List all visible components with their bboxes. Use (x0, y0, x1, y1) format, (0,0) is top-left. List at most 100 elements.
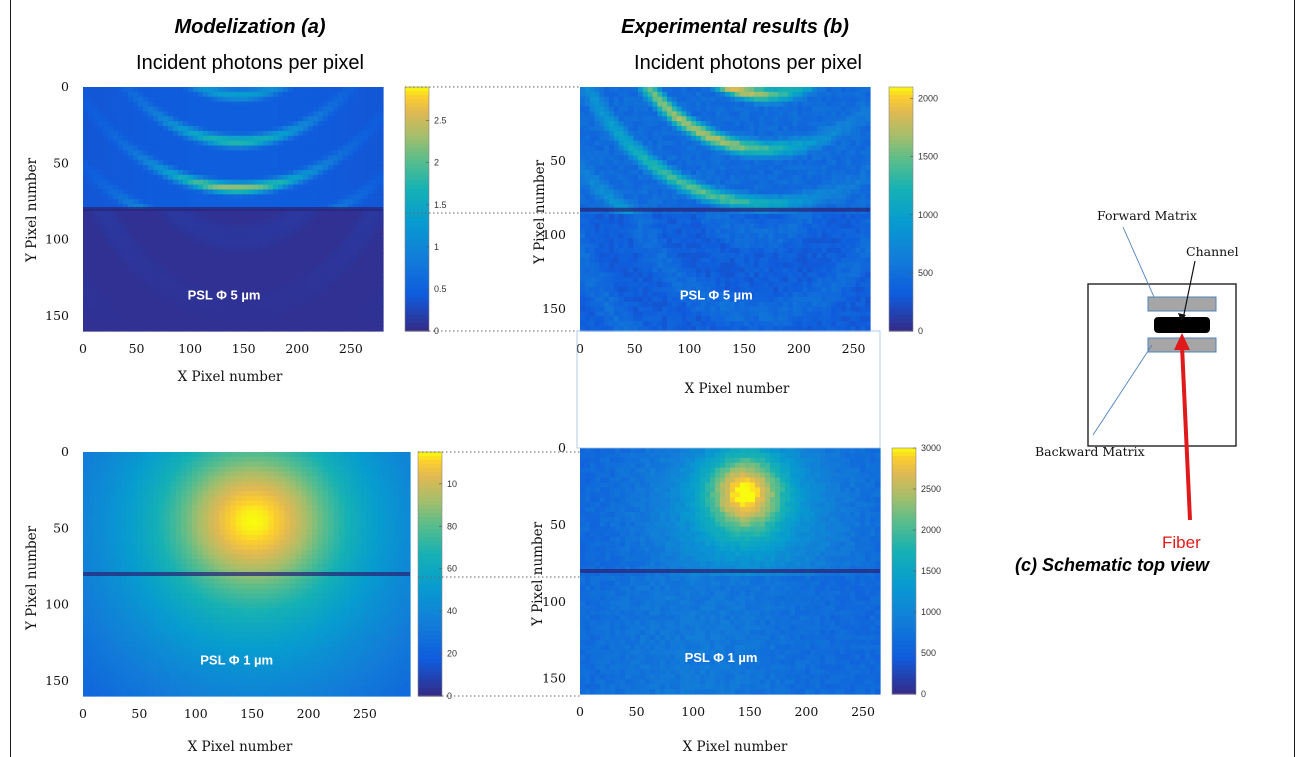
heatmap-cell (783, 204, 789, 210)
heatmap-cell (783, 106, 789, 112)
heatmap-cell (758, 140, 765, 147)
heatmap-cell (258, 111, 264, 117)
heatmap-cell (103, 194, 109, 200)
heatmap-cell (288, 209, 294, 215)
heatmap-cell (623, 209, 629, 215)
heatmap-cell (198, 111, 204, 117)
heatmap-cell (353, 174, 359, 181)
heatmap-cell (258, 130, 264, 137)
heatmap-cell (855, 111, 861, 117)
heatmap-cell (253, 150, 259, 156)
heatmap-cell (98, 96, 104, 103)
heatmap-cell (258, 316, 264, 322)
heatmap-cell (278, 111, 284, 117)
heatmap-cell (633, 160, 639, 166)
heatmap-cell (118, 111, 124, 117)
heatmap-cell (103, 135, 109, 142)
heatmap-cell (628, 91, 634, 98)
heatmap-cell (278, 165, 284, 171)
heatmap-cell (173, 160, 179, 166)
heatmap-cell (700, 121, 707, 127)
colorbar-swatch (405, 103, 429, 108)
heatmap-cell (599, 169, 605, 176)
heatmap-cell (193, 91, 199, 98)
heatmap-cell (778, 150, 784, 156)
heatmap-cell (613, 145, 620, 152)
heatmap-cell (855, 130, 861, 137)
heatmap-cell (353, 179, 359, 186)
heatmap-cell (193, 218, 199, 225)
colorbar: 00.511.522.5 (404, 86, 447, 336)
heatmap-cell (113, 121, 119, 127)
heatmap-cell (700, 199, 707, 205)
heatmap-cell (725, 184, 731, 191)
heatmap-cell (836, 228, 842, 234)
heatmap-cell (288, 194, 294, 200)
heatmap-cell (238, 252, 244, 259)
heatmap-cell (686, 194, 692, 200)
heatmap-cell (754, 140, 760, 147)
heatmap-cell (178, 233, 184, 239)
heatmap-cell (293, 209, 299, 215)
heatmap-cell (754, 238, 760, 244)
heatmap-cell (604, 204, 610, 210)
heatmap-cell (238, 257, 244, 264)
heatmap-cell (263, 194, 269, 200)
heatmap-cell (739, 106, 745, 112)
heatmap-cell (208, 272, 214, 278)
heatmap-cell (148, 140, 154, 147)
heatmap-cell (642, 169, 649, 176)
heatmap-cell (338, 160, 344, 166)
heatmap-cell (193, 160, 199, 166)
heatmap-cell (754, 184, 760, 191)
heatmap-cell (609, 111, 615, 117)
heatmap-cell (333, 233, 339, 239)
heatmap-cell (113, 321, 119, 327)
heatmap-cell (243, 150, 249, 156)
heatmap-cell (253, 296, 259, 303)
heatmap-cell (113, 106, 119, 112)
heatmap-cell (797, 213, 803, 220)
heatmap-cell (715, 179, 721, 186)
heatmap-cell (353, 213, 359, 220)
heatmap-cell (203, 257, 209, 264)
heatmap-cell (686, 160, 692, 166)
heatmap-cell (293, 311, 299, 317)
heatmap-cell (143, 316, 149, 322)
heatmap-cell (333, 267, 339, 274)
heatmap-cell (238, 150, 244, 156)
heatmap-cell (797, 204, 803, 210)
heatmap-cell (841, 130, 847, 137)
heatmap-cell (783, 155, 789, 161)
heatmap-cell (783, 165, 789, 171)
heatmap-cell (662, 150, 668, 156)
heatmap-cell (657, 91, 663, 98)
heatmap-cell (308, 243, 314, 249)
heatmap-cell (258, 121, 264, 127)
heatmap-cell (589, 204, 596, 210)
heatmap-cell (328, 91, 334, 98)
heatmap-cell (865, 179, 871, 186)
heatmap-cell (268, 272, 274, 278)
heatmap-cell (198, 262, 204, 269)
heatmap-cell (113, 116, 119, 122)
heatmap-cell (681, 184, 687, 191)
heatmap-cell (739, 160, 745, 166)
heatmap-cell (754, 106, 760, 112)
heatmap-cell (168, 209, 174, 215)
heatmap-cell (208, 262, 214, 269)
heatmap-cell (253, 243, 259, 249)
heatmap-cell (238, 194, 244, 200)
heatmap-cell (865, 155, 871, 161)
heatmap-cell (93, 126, 99, 132)
colorbar-swatch (405, 156, 429, 161)
heatmap-cell (318, 306, 324, 313)
heatmap-cell (618, 126, 625, 132)
heatmap-cell (358, 282, 364, 288)
heatmap-cell (168, 291, 174, 298)
heatmap-cell (323, 150, 329, 156)
heatmap-cell (318, 140, 324, 147)
heatmap-cell (243, 277, 249, 283)
heatmap-cell (283, 130, 289, 137)
heatmap-cell (108, 228, 114, 234)
